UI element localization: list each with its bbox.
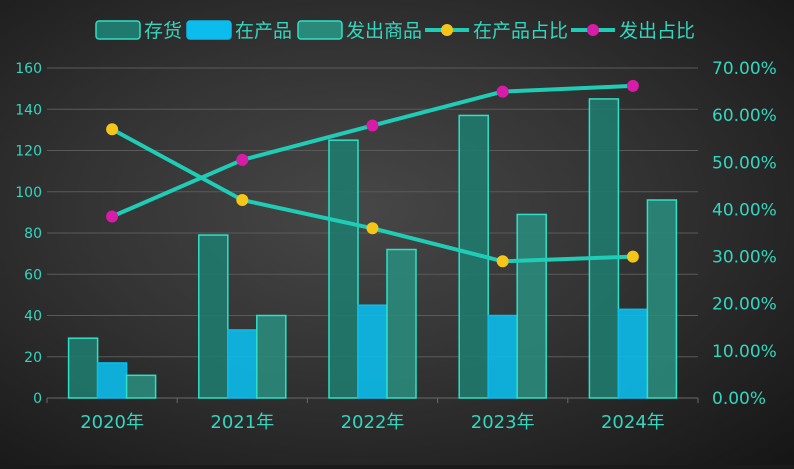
line-point-1: [366, 119, 379, 132]
x-tick-label: 2021年: [210, 412, 274, 433]
line-point-0: [106, 123, 119, 136]
bar-1: [96, 362, 128, 399]
bar-2: [125, 374, 157, 399]
bar-series: [67, 98, 678, 399]
line-point-1: [626, 79, 639, 92]
y-right-tick-label: 70.00%: [712, 59, 777, 79]
y-right-tick-label: 20.00%: [712, 295, 777, 315]
y-right-tick-label: 30.00%: [712, 248, 777, 268]
bar-2: [646, 199, 678, 399]
y-right-tick-label: 0.00%: [712, 389, 766, 409]
bar-1: [227, 329, 258, 399]
legend-label: 发出商品: [346, 20, 422, 42]
legend-label: 发出占比: [619, 20, 695, 42]
y-left-tick-label: 60: [24, 267, 42, 283]
y-left-tick-label: 120: [15, 144, 42, 160]
y-left-tick-label: 140: [15, 102, 42, 118]
bar-0: [198, 234, 229, 399]
legend-swatch-bar: [297, 20, 343, 40]
bar-2: [386, 248, 417, 399]
line-point-0: [366, 222, 379, 235]
line-point-0: [496, 255, 509, 268]
bar-1: [487, 314, 518, 399]
bar-1: [617, 308, 649, 399]
legend-swatch-marker: [441, 24, 453, 36]
bar-2: [516, 213, 547, 399]
x-tick-label: 2024年: [601, 412, 665, 433]
y-left-tick-label: 0: [33, 391, 42, 407]
line-point-0: [626, 250, 639, 263]
legend-swatch-bar: [95, 20, 141, 40]
x-tick-label: 2020年: [80, 412, 144, 433]
bar-2: [256, 314, 287, 399]
y-right-tick-label: 10.00%: [712, 342, 777, 362]
legend-label: 在产品: [235, 20, 292, 42]
line-0: [111, 127, 633, 264]
line-point-1: [236, 153, 249, 166]
y-left-tick-label: 20: [24, 350, 42, 366]
y-right-tick-label: 40.00%: [712, 200, 777, 220]
bar-0: [67, 337, 99, 399]
y-right-tick-label: 60.00%: [712, 106, 777, 126]
y-left-tick-label: 160: [15, 61, 42, 77]
legend-label: 存货: [144, 20, 182, 42]
line-point-1: [106, 210, 119, 223]
legend-label: 在产品占比: [473, 20, 568, 42]
legend: 存货 在产品 发出商品 在产品占比 发出占比: [95, 20, 695, 42]
line-point-1: [496, 85, 509, 98]
line-series: [106, 79, 639, 268]
axes: 0 20 40 60 80 100 120 140 160 0.00% 10.00% 20.00% 30…: [15, 59, 777, 433]
bar-0: [588, 98, 620, 399]
y-left-tick-label: 80: [24, 226, 42, 242]
legend-swatch-bar: [186, 20, 232, 40]
bar-0: [328, 139, 359, 399]
legend-swatch-marker: [587, 24, 599, 36]
line-point-0: [236, 194, 249, 206]
y-left-tick-label: 40: [24, 309, 42, 325]
y-right-tick-label: 50.00%: [712, 153, 777, 173]
line-1: [111, 83, 633, 219]
x-tick-label: 2023年: [471, 412, 535, 433]
y-left-tick-label: 100: [15, 185, 42, 201]
x-tick-label: 2022年: [341, 412, 405, 433]
bar-1: [357, 304, 388, 399]
